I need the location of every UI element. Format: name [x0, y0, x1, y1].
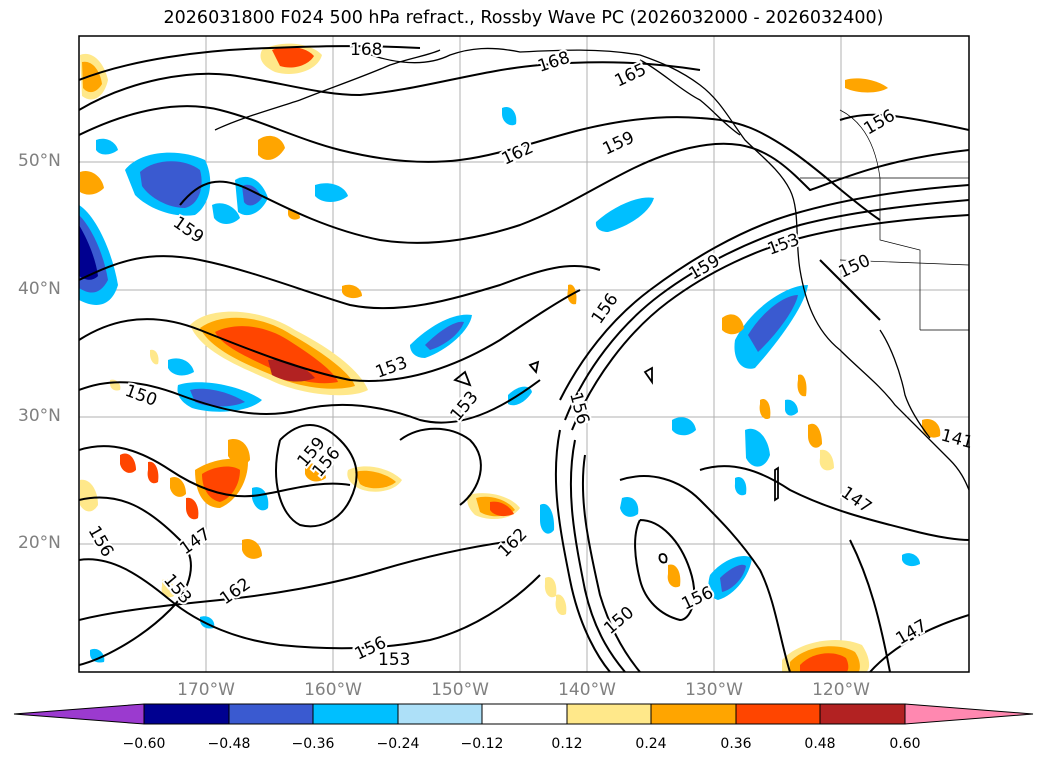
lat-label-20n: 20°N: [18, 533, 61, 553]
coastline-north-america: [359, 47, 969, 491]
map-title: 2026031800 F024 500 hPa refract., Rossby…: [163, 8, 884, 28]
contour-156: [79, 255, 601, 310]
contour-153: [79, 289, 581, 382]
colorbar-segment: [143, 703, 230, 725]
colorbar-tick-label: −0.12: [460, 736, 504, 752]
contour-156-south: [79, 558, 541, 650]
contour-162: [79, 105, 881, 221]
lon-label-140w: 140°W: [558, 680, 616, 700]
contour-168: [79, 45, 421, 81]
colorbar-segment: [228, 703, 314, 725]
colorbar-tick-label: 0.60: [889, 736, 921, 752]
coastline-baja: [879, 329, 931, 439]
colorbar-extend-high: [904, 703, 1034, 725]
contour-162-south: [79, 539, 521, 621]
contour-147-se-2: [869, 614, 969, 672]
colorbar-segment: [566, 703, 652, 725]
colorbar-segment: [735, 703, 821, 725]
lon-label-150w: 150°W: [431, 680, 489, 700]
cool-anomaly-northwest: [96, 138, 348, 224]
contour-147-east: [699, 465, 969, 541]
lon-label-120w: 120°W: [812, 680, 870, 700]
contour-165: [79, 61, 701, 111]
colorbar-extend-low: [13, 703, 145, 725]
contour-label: 168: [350, 40, 382, 60]
contour-147: [79, 445, 351, 498]
map-area: [79, 36, 969, 672]
colorbar: [13, 703, 1034, 725]
contour-trough-2: [569, 439, 626, 672]
contour-jet-3: [571, 214, 969, 431]
lon-label-160w: 160°W: [304, 680, 362, 700]
contour-150-coast: [819, 259, 881, 321]
contour-156-ne: [839, 113, 969, 131]
lat-label-40n: 40°N: [18, 279, 61, 299]
colorbar-segment: [397, 703, 483, 725]
colorbar-segment: [650, 703, 737, 725]
contour-trough-1: [554, 429, 611, 672]
lat-label-30n: 30°N: [18, 406, 61, 426]
contour-150: [79, 379, 541, 424]
colorbar-tick-label: 0.24: [635, 736, 667, 752]
colorbar-tick-label: −0.48: [207, 736, 251, 752]
contour-trough-3: [581, 454, 641, 672]
contour-closed-159: [275, 424, 358, 528]
colorbar-segment: [819, 703, 906, 725]
contour-jet-2: [564, 199, 969, 421]
contour-156-east: [619, 475, 791, 672]
colorbar-tick-label: −0.60: [122, 736, 166, 752]
contour-loop-center: [399, 427, 482, 506]
coastlines: [214, 47, 969, 491]
colorbar-tick-label: 0.36: [720, 736, 752, 752]
contour-label: 153: [378, 650, 410, 670]
colorbar-segment: [481, 703, 568, 725]
colorbar-tick-label: 0.48: [804, 736, 836, 752]
contour-153-south: [79, 496, 192, 666]
lat-label-50n: 50°N: [18, 151, 61, 171]
coastline-alaska-panhandle: [639, 59, 741, 136]
contour-159: [179, 142, 969, 244]
coastline-aleutians: [214, 49, 441, 131]
colorbar-tick-label: −0.24: [376, 736, 420, 752]
contour-closed-156: [634, 519, 696, 622]
graticule: [79, 36, 969, 672]
colorbar-segment: [312, 703, 399, 725]
colorbar-tick-label: 0.12: [551, 736, 583, 752]
refractivity-contours: [79, 45, 969, 672]
contour-jet-1: [559, 184, 969, 401]
lon-label-130w: 130°W: [685, 680, 743, 700]
lon-label-170w: 170°W: [177, 680, 235, 700]
colorbar-tick-label: −0.36: [291, 736, 335, 752]
map-frame: [78, 35, 970, 673]
